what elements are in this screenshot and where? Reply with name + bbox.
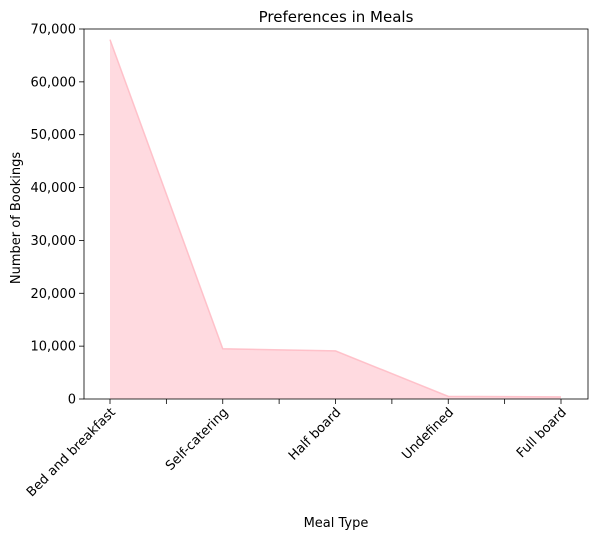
area-fill — [110, 40, 561, 399]
y-tick-label: 20,000 — [31, 287, 77, 302]
y-tick-label: 10,000 — [31, 340, 77, 355]
y-tick-label: 0 — [68, 393, 76, 408]
y-tick-label: 70,000 — [31, 23, 77, 38]
plot-area: 0 10,000 20,000 30,000 40,000 50,000 60,000 70,… — [24, 23, 588, 501]
x-axis-title: Meal Type — [304, 516, 369, 531]
x-tick-label: Full board — [514, 405, 570, 461]
x-tick-label: Bed and breakfast — [24, 405, 119, 500]
y-axis-title: Number of Bookings — [9, 152, 24, 284]
y-tick-label: 40,000 — [31, 181, 77, 196]
x-tick-label: Half board — [286, 405, 344, 463]
y-tick-label: 50,000 — [31, 128, 77, 143]
x-tick-label: Self-catering — [163, 405, 232, 474]
y-tick-label: 30,000 — [31, 234, 77, 249]
y-tick-label: 60,000 — [31, 75, 77, 90]
x-tick-label: Undefined — [399, 405, 457, 463]
chart-title: Preferences in Meals — [259, 8, 414, 26]
